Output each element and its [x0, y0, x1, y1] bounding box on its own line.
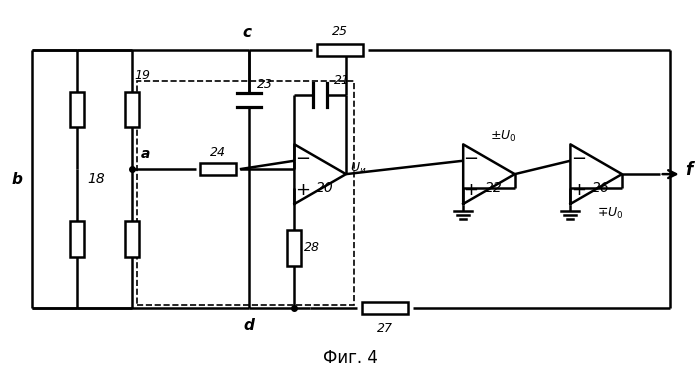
Text: $U_и$: $U_и$ [350, 161, 367, 176]
Text: 21: 21 [334, 74, 350, 87]
Bar [125, 92, 139, 127]
Bar [362, 302, 407, 314]
Text: +: + [570, 180, 586, 199]
Bar [288, 230, 302, 266]
Text: +: + [463, 180, 479, 199]
Text: +: + [295, 180, 310, 199]
Text: 20: 20 [316, 181, 334, 195]
Bar [200, 163, 236, 175]
Text: 24: 24 [210, 146, 226, 159]
Text: 26: 26 [592, 181, 610, 195]
Text: 23: 23 [257, 78, 273, 91]
Bar [70, 221, 84, 257]
Bar [125, 221, 139, 257]
Text: a: a [141, 147, 150, 161]
Text: ∓$U_0$: ∓$U_0$ [597, 206, 624, 221]
Text: b: b [11, 172, 22, 187]
Text: ±$U_0$: ±$U_0$ [489, 129, 516, 144]
Text: 22: 22 [485, 181, 503, 195]
Bar [136, 81, 354, 305]
Text: Фиг. 4: Фиг. 4 [323, 349, 377, 367]
Text: d: d [244, 318, 254, 333]
Bar [317, 44, 363, 56]
Text: −: − [295, 150, 310, 168]
Bar [70, 92, 84, 127]
Text: −: − [463, 150, 479, 168]
Text: −: − [570, 150, 586, 168]
Text: 28: 28 [304, 241, 321, 254]
Text: c: c [242, 25, 251, 40]
Text: f: f [685, 161, 693, 179]
Text: 18: 18 [87, 172, 105, 186]
Text: 25: 25 [332, 25, 348, 38]
Text: 27: 27 [377, 322, 393, 335]
Text: 19: 19 [134, 69, 150, 82]
